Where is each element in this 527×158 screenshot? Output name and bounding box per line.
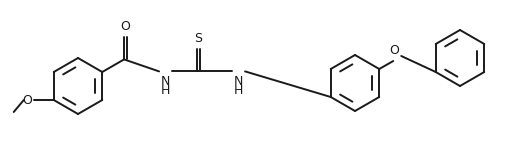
Text: S: S [194,32,202,45]
Text: N: N [234,75,243,88]
Text: N: N [161,75,170,88]
Text: O: O [389,44,399,57]
Text: O: O [120,20,130,33]
Text: H: H [234,84,243,97]
Text: O: O [22,94,32,106]
Text: H: H [161,84,170,97]
